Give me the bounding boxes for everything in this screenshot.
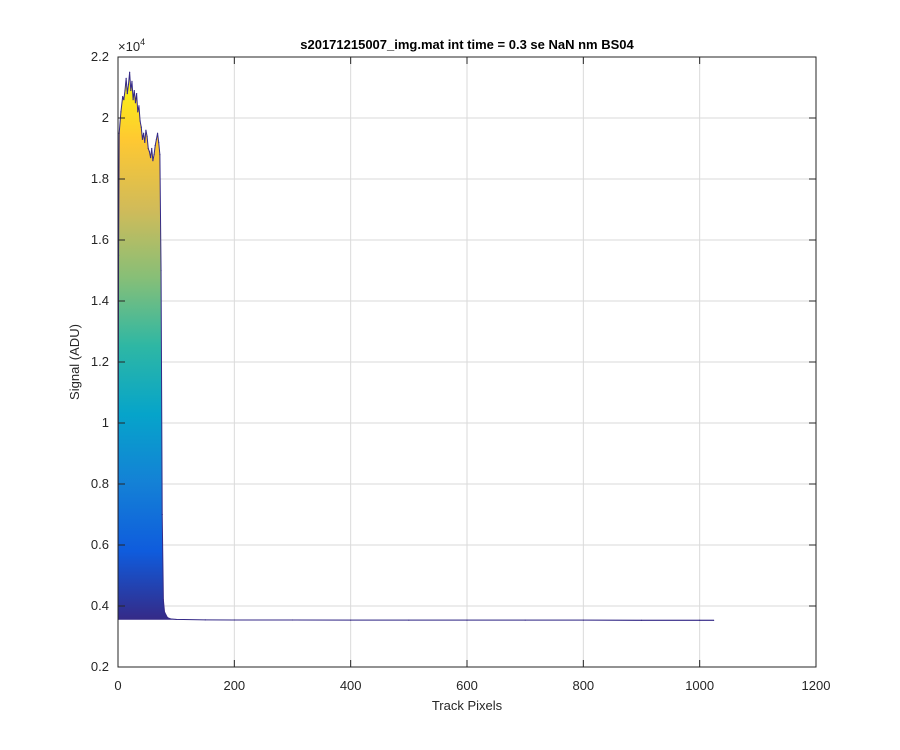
data-point [120,111,122,113]
x-tick-label: 400 [340,678,362,693]
x-tick-label: 0 [114,678,121,693]
y-axis-label: Signal (ADU) [67,324,82,400]
data-point [161,513,163,516]
y-tick-label: 1 [102,415,109,430]
data-point [154,144,156,147]
data-point [125,77,127,79]
y-exponent-label: ×104 [118,37,145,54]
y-exponent-power: 4 [140,37,145,47]
data-point [233,619,235,621]
data-point [142,132,145,134]
data-point [524,619,526,621]
y-tick-label: 1.6 [91,232,109,247]
x-tick-label: 600 [456,678,478,693]
data-point [133,89,135,92]
y-tick-label: 1.8 [91,171,109,186]
data-point [148,150,151,153]
data-point [350,619,352,621]
x-tick-label: 1200 [802,678,831,693]
data-point [162,599,164,601]
data-point [147,147,149,150]
data-point [169,618,171,620]
data-point [713,619,715,621]
data-point [175,618,177,621]
data-point [127,83,130,86]
data-point [118,132,120,134]
data-point [124,89,126,92]
data-point [153,154,155,156]
data-point [137,111,139,113]
data-point [151,147,153,150]
data-point [136,93,138,95]
data-point [166,616,169,619]
data-point [141,138,144,140]
data-point [145,129,147,131]
data-point [582,619,584,621]
x-tick-label: 1000 [685,678,714,693]
data-point [132,99,134,101]
data-point [160,269,162,272]
data-point [138,105,140,107]
y-tick-label: 2 [102,110,109,125]
x-tick-label: 200 [223,678,245,693]
y-tick-label: 1.2 [91,354,109,369]
data-point [152,160,154,162]
chart-title: s20171215007_img.mat int time = 0.3 se N… [300,37,634,52]
x-axis-label: Track Pixels [432,698,503,713]
tick-labels: 0 200 400 600 800 1000 1200 0.2 0.4 0.6 0.8 1 1.2 1.4… [91,49,831,693]
y-tick-label: 1.4 [91,293,109,308]
data-point [129,71,131,73]
data-point [291,619,294,621]
y-tick-label: 0.6 [91,537,109,552]
y-tick-label: 2.2 [91,49,109,64]
data-point [122,96,124,98]
data-point [140,126,142,128]
data-point [131,80,133,82]
x-tick-label: 800 [572,678,594,693]
data-point [155,138,157,140]
data-point [699,619,701,621]
data-point [123,99,125,101]
data-point [204,619,206,621]
y-tick-label: 0.4 [91,598,109,613]
data-point [163,611,166,613]
y-tick-label: 0.2 [91,659,109,674]
data-point [466,619,468,621]
data-point [149,157,152,159]
data-point [640,619,643,621]
y-tick-label: 0.8 [91,476,109,491]
data-point [159,154,161,156]
data-point [134,102,137,104]
data-point [139,120,141,122]
data-point [130,89,132,92]
data-point [126,93,128,95]
data-point [156,132,159,134]
data-point [158,141,160,143]
data-point [146,135,148,137]
data-point [144,141,146,143]
data-point [408,619,410,621]
tick-marks [117,56,817,668]
y-exponent-base: ×10 [118,39,140,54]
